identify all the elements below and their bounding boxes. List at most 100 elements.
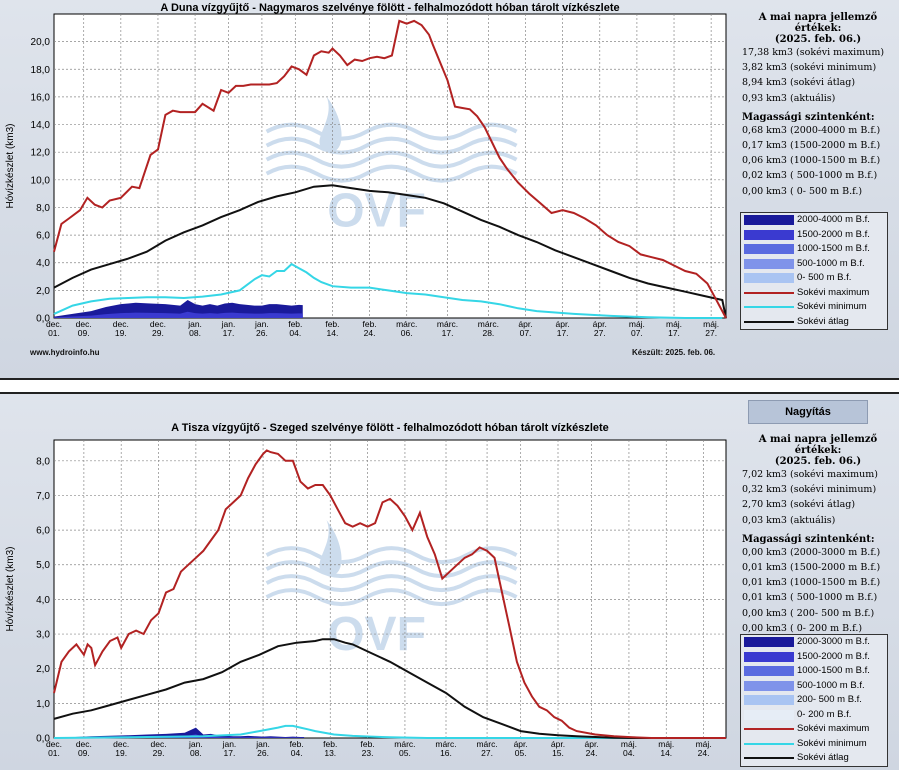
legend-color-swatch (744, 258, 794, 269)
hydroinfo-link[interactable]: www.hydroinfo.hu (30, 348, 100, 357)
legend-entry: 1000-1500 m B.f. (741, 664, 887, 679)
duna-x-tick: 19. (115, 328, 127, 338)
legend-entry: 1500-2000 m B.f. (741, 650, 887, 665)
legend-entry: 500-1000 m B.f. (741, 257, 887, 272)
tisza-watermark-wave (265, 574, 518, 593)
legend-entry: 2000-3000 m B.f. (741, 635, 887, 650)
tisza-x-tick: jan. (188, 739, 203, 749)
duna-x-tick: 17. (223, 328, 235, 338)
tisza-x-tick: dec. (46, 739, 62, 749)
duna-x-tick: 06. (401, 328, 413, 338)
tisza-value-max: 7,02 km3 (sokévi maximum) (742, 469, 879, 480)
duna-x-tick: jan. (221, 319, 236, 329)
duna-current-area-lower (54, 311, 303, 318)
duna-y-tick: 8,0 (36, 203, 50, 214)
tisza-zones-heading: Magassági szintenként: (742, 533, 875, 545)
tisza-panel: OVF 0,0 1,0 2,0 3,0 4,0 5,0 6,0 7,0 8,0 dec. 01. dec… (0, 392, 899, 770)
legend-entry: Sokévi maximum (741, 722, 887, 737)
tisza-x-tick: jan. (222, 739, 237, 749)
legend-line-swatch (744, 742, 794, 745)
tisza-average-line (53, 638, 726, 739)
duna-x-tick: 28. (482, 328, 494, 338)
duna-value-min: 3,82 km3 (sokévi minimum) (742, 62, 877, 74)
duna-panel: OVF 0,0 2,0 4,0 6,0 8,0 10,0 12,0 14,0 16,0 18,0 20… (0, 0, 899, 380)
tisza-y-tick: 5,0 (36, 560, 50, 571)
duna-chart-title: A Duna vízgyűjtő - Nagymaros szelvénye f… (160, 2, 619, 14)
duna-zone-value: 0,68 km3 (2000-4000 m B.f.) (742, 124, 881, 136)
legend-color-swatch (744, 637, 794, 647)
tisza-minimum-line (53, 724, 726, 739)
duna-watermark-wave (265, 136, 518, 155)
duna-x-tick: feb. (325, 319, 339, 329)
tisza-x-tick: 29. (153, 748, 165, 758)
tisza-maximum-line (53, 449, 726, 739)
legend-entry: 1000-1500 m B.f. (741, 242, 887, 257)
legend-entry: 1500-2000 m B.f. (741, 228, 887, 243)
tisza-x-tick: ápr. (585, 739, 599, 749)
tisza-x-tick: márc. (476, 739, 497, 749)
legend-label: Sokévi maximum (797, 286, 870, 298)
legend-color-swatch (744, 666, 794, 676)
duna-watermark-wave (265, 164, 518, 183)
duna-x-tick: feb. (288, 319, 302, 329)
duna-x-tick: 14. (327, 328, 339, 338)
duna-value-max: 17,38 km3 (sokévi maximum) (742, 47, 885, 58)
legend-label: 500-1000 m B.f. (797, 679, 865, 691)
duna-watermark-text: OVF (327, 185, 426, 238)
tisza-x-tick: 01. (48, 748, 60, 758)
tisza-x-tick: máj. (621, 739, 637, 749)
tisza-y-tick: 8,0 (36, 456, 50, 467)
duna-today-date: (2025. feb. 06.) (774, 34, 862, 45)
tisza-plot-area (53, 439, 727, 739)
tisza-watermark-wave (265, 588, 518, 607)
tisza-x-tick: 13. (324, 748, 336, 758)
duna-y-tick: 10,0 (31, 175, 51, 186)
tisza-y-tick: 6,0 (36, 526, 50, 537)
tisza-watermark-wave (265, 546, 518, 565)
legend-color-swatch (744, 229, 794, 240)
tisza-x-tick: 26. (257, 748, 269, 758)
tisza-watermark-drop (319, 520, 342, 576)
legend-label: 1500-2000 m B.f. (797, 228, 870, 240)
duna-x-tick: 09. (78, 328, 90, 338)
duna-x-tick: jan. (254, 319, 269, 329)
legend-entry: 200- 500 m B.f. (741, 693, 887, 708)
duna-x-tick: 24. (364, 328, 376, 338)
tisza-x-tick: 16. (440, 748, 452, 758)
duna-x-tick: 29. (152, 328, 164, 338)
duna-side-info: A mai napra jellemző értékek: (2025. feb… (738, 12, 898, 199)
tisza-today-heading: A mai napra jellemző értékek: (758, 434, 878, 456)
duna-x-tick: dec. (46, 319, 62, 329)
duna-zone-value: 0,00 km3 ( 0- 500 m B.f.) (742, 185, 863, 197)
tisza-y-tick: 1,0 (36, 699, 50, 710)
tisza-x-tick: 09. (78, 748, 90, 758)
legend-color-swatch (744, 709, 794, 720)
legend-color-swatch (744, 273, 794, 283)
duna-x-tick: 07. (520, 328, 532, 338)
duna-x-tick: máj. (703, 319, 719, 329)
created-date: Készült: 2025. feb. 06. (632, 348, 716, 357)
tisza-x-tick: feb. (361, 739, 375, 749)
zoom-button[interactable]: Nagyítás (748, 400, 868, 424)
legend-color-swatch (744, 651, 794, 662)
duna-x-tick: ápr. (556, 319, 570, 329)
legend-label: Sokévi maximum (797, 723, 870, 734)
tisza-x-tick: 24. (698, 748, 710, 758)
legend-label: 0- 500 m B.f. (797, 272, 852, 283)
legend-label: 1000-1500 m B.f. (797, 665, 870, 676)
tisza-x-tick: ápr. (551, 739, 565, 749)
duna-x-tick: 17. (442, 328, 454, 338)
tisza-x-tick: 05. (515, 748, 527, 758)
tisza-y-tick: 2,0 (36, 664, 50, 675)
duna-zone-value: 0,17 km3 (1500-2000 m B.f.) (742, 140, 881, 152)
legend-line-swatch (744, 320, 794, 323)
tisza-x-tick: 04. (291, 748, 303, 758)
tisza-zone-value: 0,01 km3 ( 500-1000 m B.f.) (742, 592, 878, 604)
tisza-x-tick: 04. (623, 748, 635, 758)
duna-y-tick: 4,0 (36, 258, 50, 269)
legend-line-swatch (744, 728, 794, 730)
tisza-x-tick: dec. (113, 739, 129, 749)
duna-x-tick: dec. (76, 319, 92, 329)
tisza-x-tick: feb. (290, 739, 304, 749)
tisza-x-tick: 15. (552, 748, 564, 758)
